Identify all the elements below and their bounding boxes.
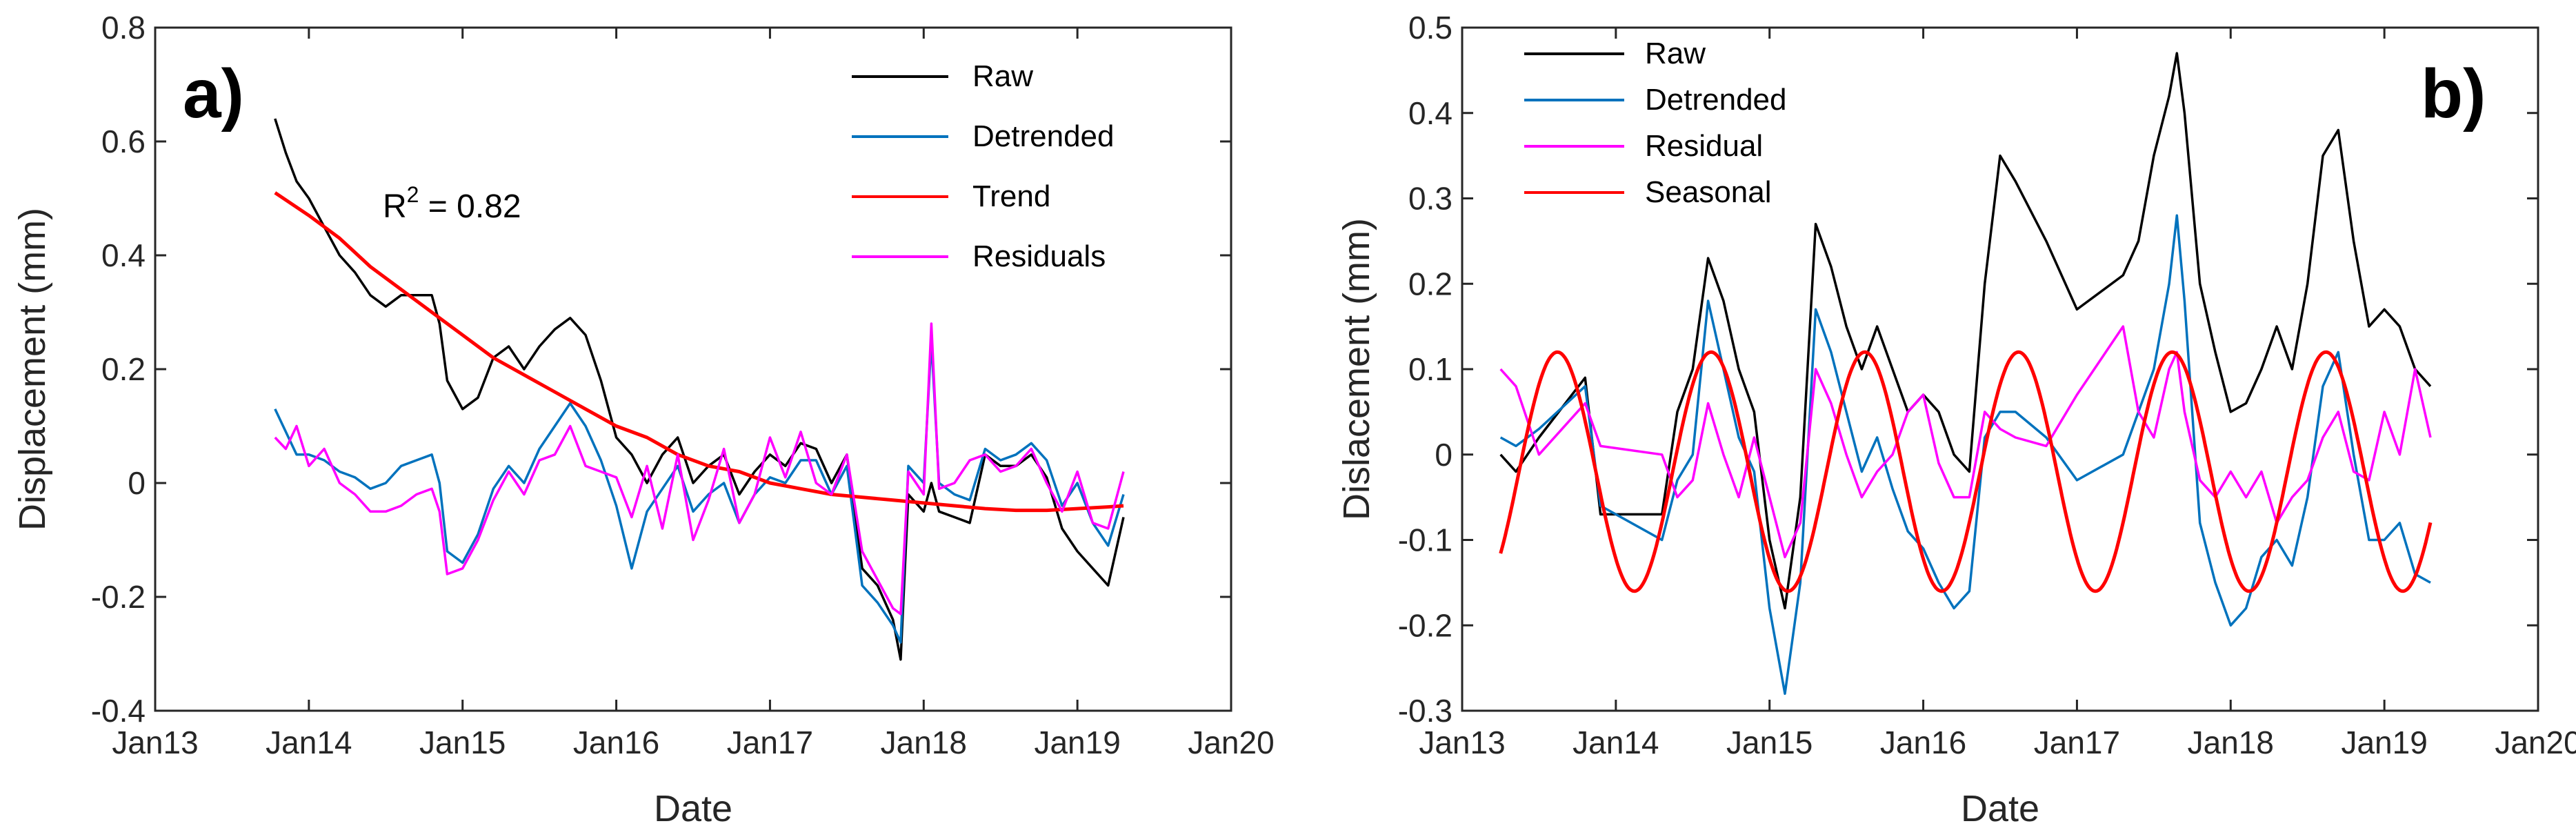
panel-b-y-tick-label: 0.5 <box>1408 10 1452 46</box>
panel-a-y-tick-label: 0.8 <box>101 10 146 46</box>
panel-b-y-tick-label: -0.3 <box>1398 693 1452 729</box>
r-squared-superscript: 2 <box>407 182 419 207</box>
panel-b-x-tick-label: Jan20 <box>2495 725 2576 760</box>
panel-a-x-tick-label: Jan15 <box>419 725 506 760</box>
panel-a-legend: Raw Detrended Trend Residuals <box>852 59 1114 273</box>
panel-a-x-tick-label: Jan19 <box>1034 725 1120 760</box>
panel-a-y-axis-title: Displacement (mm) <box>12 208 53 531</box>
panel-a-series-trend <box>274 191 1124 513</box>
panel-b-y-tick-label: 0.3 <box>1408 181 1452 217</box>
panel-a-x-axis-title: Date <box>654 788 732 829</box>
panel-a-y-tick-label: 0 <box>128 465 146 501</box>
panel-b-x-tick-label: Jan19 <box>2341 725 2427 760</box>
panel-a-y-ticks: -0.4 -0.2 0 0.2 0.4 0.6 0.8 <box>91 10 1231 729</box>
panel-a-x-tick-label: Jan13 <box>112 725 198 760</box>
panel-b-y-tick-label: -0.2 <box>1398 607 1452 643</box>
panel-b-y-tick-label: 0.2 <box>1408 266 1452 302</box>
panel-b-series-residual <box>1499 325 2432 559</box>
panel-b-x-ticks: Jan13 Jan14 Jan15 Jan16 Jan17 Jan18 Jan19 Jan20 <box>1419 28 2576 760</box>
panel-b-y-tick-label: 0.1 <box>1408 351 1452 387</box>
panel-b-x-tick-label: Jan13 <box>1419 725 1505 760</box>
panel-a-y-tick-label: 0.6 <box>101 124 146 159</box>
r-squared-base: R <box>383 188 407 225</box>
panel-b-x-tick-label: Jan16 <box>1880 725 1966 760</box>
panel-a-label: a) <box>183 55 244 132</box>
panel-b-x-tick-label: Jan17 <box>2034 725 2120 760</box>
panel-b-y-ticks: -0.3 -0.2 -0.1 0 0.1 0.2 0.3 0.4 0.5 <box>1398 10 2538 729</box>
panel-b-legend: Raw Detrended Residual Seasonal <box>1524 37 1786 209</box>
panel-a-x-ticks: Jan13 Jan14 Jan15 Jan16 Jan17 Jan18 Jan19 Jan20 <box>112 28 1275 760</box>
panel-b-legend-label-seasonal: Seasonal <box>1645 175 1771 209</box>
panel-b-y-tick-label: 0 <box>1435 437 1452 473</box>
panel-b-x-tick-label: Jan15 <box>1726 725 1813 760</box>
panel-b-label: b) <box>2421 55 2486 132</box>
panel-b-x-tick-label: Jan18 <box>2188 725 2274 760</box>
panel-b-series-seasonal <box>1499 350 2433 593</box>
panel-a-y-tick-label: -0.2 <box>91 579 146 615</box>
panel-a-series-raw <box>274 118 1125 661</box>
panel-a-x-tick-label: Jan20 <box>1188 725 1274 760</box>
panel-a-x-tick-label: Jan14 <box>266 725 352 760</box>
panel-b-y-tick-label: 0.4 <box>1408 95 1452 131</box>
panel-a-y-tick-label: 0.4 <box>101 237 146 273</box>
panel-b-series-raw <box>1499 52 2432 610</box>
panel-a-legend-label-detrended: Detrended <box>972 119 1114 153</box>
r-squared-value: = 0.82 <box>419 188 521 225</box>
panel-a-r-squared-annotation: R2 = 0.82 <box>383 182 521 225</box>
panel-b-y-axis-title: Dislacement (mm) <box>1336 218 1377 520</box>
panel-a-series-residuals <box>274 322 1125 616</box>
panel-a-y-tick-label: 0.2 <box>101 351 146 387</box>
panel-b-series-detrended <box>1499 214 2431 696</box>
panel-a-x-tick-label: Jan16 <box>573 725 659 760</box>
panel-b-x-axis-title: Date <box>1961 788 2039 829</box>
panel-a-y-tick-label: -0.4 <box>91 693 146 729</box>
panel-b-series <box>1499 52 2433 696</box>
panel-b-y-tick-label: -0.1 <box>1398 522 1452 558</box>
panel-b-legend-label-raw: Raw <box>1645 37 1706 70</box>
panel-a-legend-label-trend: Trend <box>972 179 1050 213</box>
panel-a-legend-label-raw: Raw <box>972 59 1033 93</box>
panel-a-x-tick-label: Jan18 <box>881 725 967 760</box>
panel-a-series <box>274 118 1125 661</box>
panel-a-series-detrended <box>274 339 1125 644</box>
panel-a-legend-label-residuals: Residuals <box>972 239 1106 273</box>
panel-b-legend-label-detrended: Detrended <box>1645 83 1786 117</box>
panel-b-legend-label-residual: Residual <box>1645 129 1763 163</box>
panel-a: -0.4-0.200.20.40.60.8 Jan13 Jan14 Jan15 Jan… <box>12 10 1275 829</box>
panel-a-x-tick-label: Jan17 <box>727 725 813 760</box>
panel-b-x-tick-label: Jan14 <box>1572 725 1659 760</box>
panel-b: -0.3-0.2-0.100.10.20.30.40.5 Jan13 Jan14 J… <box>1336 10 2576 829</box>
